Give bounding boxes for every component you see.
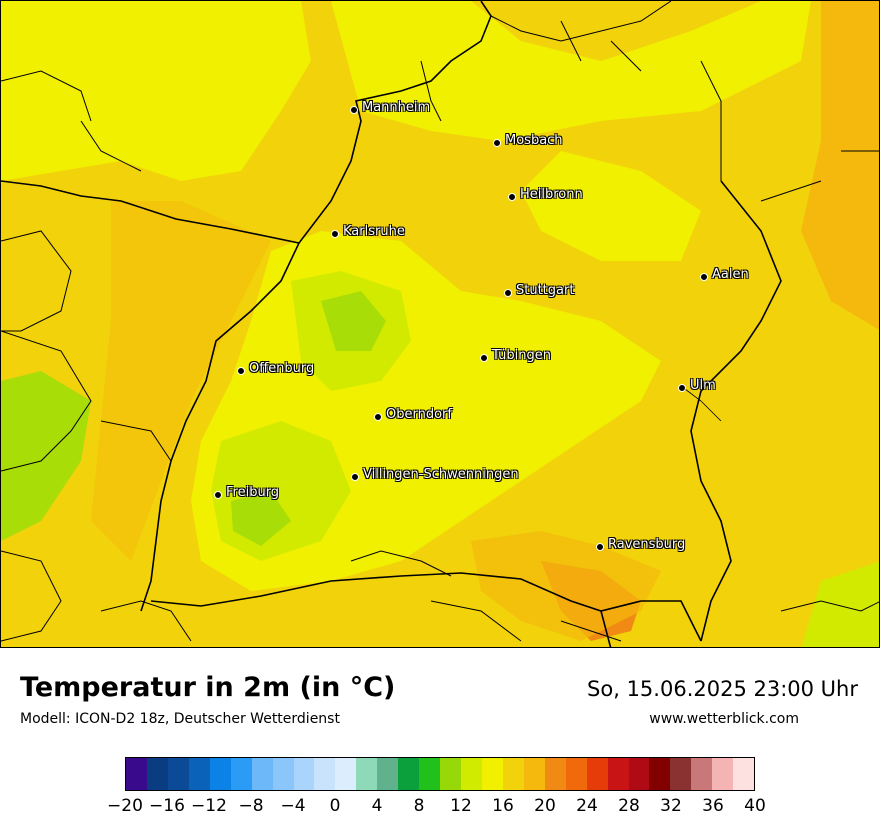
county-borders <box>1 1 879 642</box>
warm-region-rhine <box>91 201 271 561</box>
legend-swatch <box>523 758 545 790</box>
legend-swatch <box>586 758 608 790</box>
river-danube <box>680 385 722 422</box>
state-border <box>1 1 782 647</box>
legend-swatch <box>230 758 252 790</box>
city-marker <box>331 230 339 238</box>
city-marker <box>493 139 501 147</box>
city-marker <box>350 106 358 114</box>
city-marker <box>480 354 488 362</box>
forecast-datetime: So, 15.06.2025 23:00 Uhr <box>587 677 858 701</box>
city-marker <box>700 273 708 281</box>
city-label: Stuttgart <box>516 283 575 298</box>
legend-swatch <box>272 758 294 790</box>
legend-swatch <box>293 758 315 790</box>
city-label: Ulm <box>690 378 716 393</box>
legend-swatch <box>377 758 399 790</box>
city-label: Offenburg <box>249 361 315 376</box>
cold-region-2 <box>231 491 291 546</box>
legend-swatch <box>146 758 168 790</box>
legend-tick-label: 16 <box>492 796 514 816</box>
city-marker <box>351 473 359 481</box>
legend-swatch <box>314 758 336 790</box>
city-label: Karlsruhe <box>343 224 405 239</box>
legend-tick-label: 36 <box>702 796 724 816</box>
legend-swatch <box>126 758 147 790</box>
legend-swatch <box>356 758 378 790</box>
legend-swatch <box>670 758 692 790</box>
legend-tick-label: −20 <box>107 796 143 816</box>
warm-region-east <box>801 1 879 330</box>
city-label: Mannheim <box>362 100 431 115</box>
legend-swatch <box>691 758 713 790</box>
legend-swatch <box>335 758 357 790</box>
city-marker <box>374 413 382 421</box>
legend-swatch <box>167 758 189 790</box>
legend-swatch <box>649 758 671 790</box>
legend-tick-label: 12 <box>450 796 472 816</box>
city-marker <box>504 289 512 297</box>
cold-region-1 <box>321 291 386 351</box>
city-label: Ravensburg <box>608 537 686 552</box>
cool-region-northcenter <box>521 151 701 261</box>
legend-swatch <box>440 758 461 790</box>
color-legend <box>125 757 755 791</box>
legend-tick-label: 0 <box>329 796 341 816</box>
city-label: Villingen-Schwenningen <box>363 467 519 482</box>
legend-swatch <box>628 758 650 790</box>
legend-swatch <box>461 758 482 790</box>
cool-region-north <box>331 1 811 141</box>
legend-tick-label: −4 <box>280 796 306 816</box>
legend-ticks: −20 −16 −12 −8 −4 0 4 8 12 16 20 24 28 32 36 40 <box>107 796 766 818</box>
legend-tick-label: −12 <box>191 796 227 816</box>
legend-swatch <box>251 758 273 790</box>
cool-region-northwest <box>1 1 311 181</box>
legend-tick-label: 24 <box>576 796 598 816</box>
legend-swatch <box>188 758 210 790</box>
city-marker <box>596 543 604 551</box>
legend-tick-label: 40 <box>744 796 766 816</box>
legend-tick-label: 20 <box>534 796 556 816</box>
legend-tick-label: −8 <box>238 796 264 816</box>
city-marker <box>214 491 222 499</box>
legend-swatch <box>502 758 524 790</box>
website-link[interactable]: www.wetterblick.com <box>649 711 799 727</box>
legend-swatch <box>544 758 566 790</box>
city-marker <box>508 193 516 201</box>
legend-swatch <box>209 758 231 790</box>
legend-swatch <box>419 758 441 790</box>
chart-title: Temperatur in 2m (in °C) <box>20 672 396 703</box>
temperature-map: Mannheim Mosbach Heilbronn Karlsruhe Aalen St… <box>0 0 880 648</box>
legend-swatch <box>398 758 420 790</box>
model-info: Modell: ICON-D2 18z, Deutscher Wetterdie… <box>20 711 340 727</box>
temperature-field <box>1 1 879 647</box>
legend-tick-label: 28 <box>618 796 640 816</box>
legend-swatch <box>733 758 755 790</box>
city-label: Aalen <box>712 267 749 282</box>
legend-swatch <box>712 758 734 790</box>
legend-swatch <box>481 758 503 790</box>
city-marker <box>678 384 686 392</box>
city-label: Freiburg <box>226 485 280 500</box>
city-label: Heilbronn <box>520 187 583 202</box>
cool-region-southeast <box>801 561 879 647</box>
city-label: Mosbach <box>505 133 563 148</box>
legend-swatch <box>565 758 587 790</box>
legend-swatch <box>607 758 629 790</box>
warm-region-lake <box>471 531 661 641</box>
legend-tick-label: 32 <box>660 796 682 816</box>
city-label: Tübingen <box>492 348 551 363</box>
legend-tick-label: 8 <box>413 796 425 816</box>
legend-tick-label: −16 <box>149 796 185 816</box>
city-marker <box>237 367 245 375</box>
legend-tick-label: 4 <box>371 796 383 816</box>
city-label: Oberndorf <box>386 407 452 422</box>
